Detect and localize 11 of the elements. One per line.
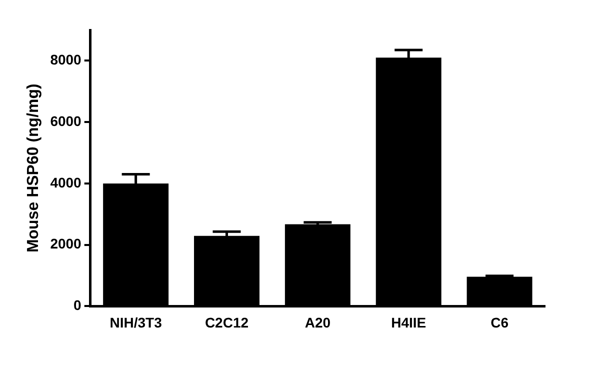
y-tick-label: 4000 [50,174,82,190]
y-tick-label: 2000 [50,236,82,252]
x-tick-label: A20 [304,314,331,330]
y-tick-label: 8000 [50,52,82,68]
y-tick-label: 6000 [50,112,82,129]
x-tick-label: NIH/3T3 [110,314,162,330]
y-tick-label: 0 [74,297,82,314]
y-axis-title: Mouse HSP60 (ng/mg) [25,84,42,253]
x-tick-label: C2C12 [204,314,249,330]
x-tick-label: H4IIE [391,314,426,330]
x-tick-label: C6 [490,314,509,330]
